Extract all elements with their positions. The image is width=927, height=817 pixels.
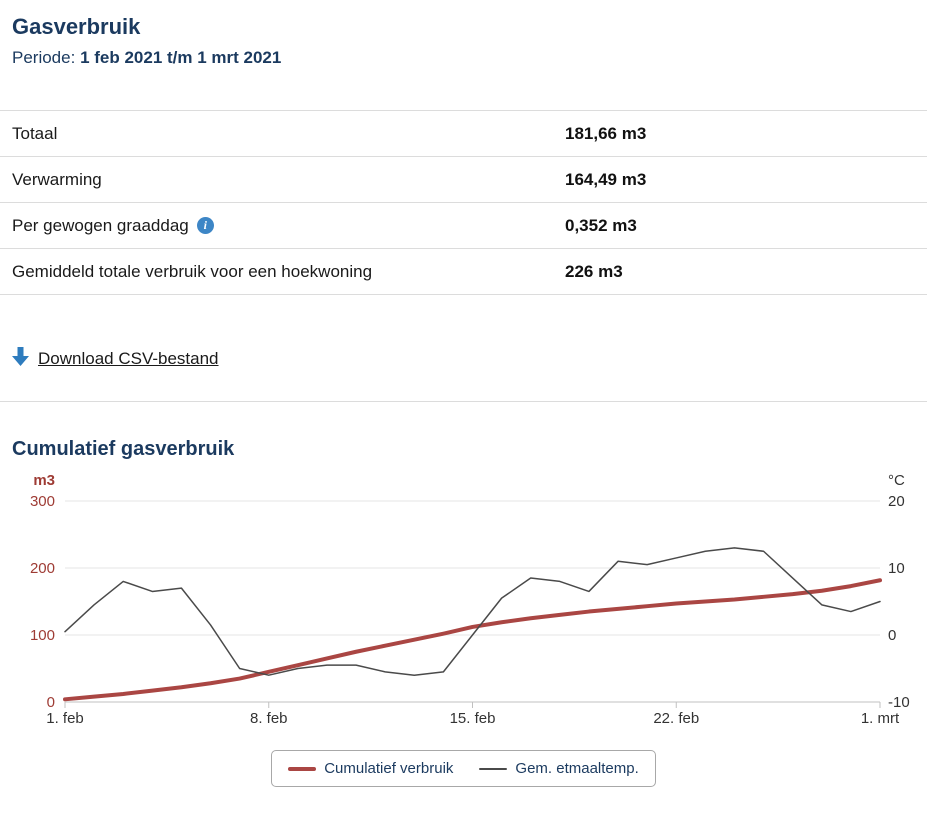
stat-value: 226 m3 xyxy=(565,261,623,281)
table-row: Verwarming 164,49 m3 xyxy=(0,157,927,203)
gas-consumption-chart: 0 100 200 300 -10 0 10 20 1. feb 8. feb 15. feb 22.… xyxy=(30,472,910,727)
stat-label: Totaal xyxy=(0,124,565,144)
svg-text:300: 300 xyxy=(30,493,55,510)
table-row: Per gewogen graaddag i 0,352 m3 xyxy=(0,203,927,249)
chart-legend-container: Cumulatief verbruik Gem. etmaaltemp. xyxy=(0,750,927,799)
stat-value: 0,352 m3 xyxy=(565,215,637,235)
stat-label: Per gewogen graaddag i xyxy=(0,216,565,236)
svg-text:0: 0 xyxy=(888,627,896,644)
download-csv-row: Download CSV-bestand xyxy=(12,347,915,371)
stats-table: Totaal 181,66 m3 Verwarming 164,49 m3 Pe… xyxy=(0,110,927,295)
stat-label-text: Totaal xyxy=(12,123,58,143)
svg-text:m3: m3 xyxy=(33,472,55,489)
svg-text:200: 200 xyxy=(30,560,55,577)
stat-label: Gemiddeld totale verbruik voor een hoekw… xyxy=(0,262,565,282)
svg-text:-10: -10 xyxy=(888,694,910,711)
svg-text:0: 0 xyxy=(47,694,55,711)
svg-text:22. feb: 22. feb xyxy=(653,710,699,727)
legend-line-swatch-gray xyxy=(479,767,508,770)
svg-text:1. mrt: 1. mrt xyxy=(861,710,900,727)
legend-label: Cumulatief verbruik xyxy=(324,760,454,777)
download-csv-link[interactable]: Download CSV-bestand xyxy=(38,349,219,368)
table-row: Totaal 181,66 m3 xyxy=(0,111,927,157)
stat-label-text: Per gewogen graaddag xyxy=(12,215,189,235)
chart-title: Cumulatief gasverbruik xyxy=(12,438,235,460)
gasverbruik-page: Gasverbruik Periode: 1 feb 2021 t/m 1 mr… xyxy=(0,14,927,799)
table-row: Gemiddeld totale verbruik voor een hoekw… xyxy=(0,249,927,295)
period-label: Periode: xyxy=(12,48,76,67)
svg-text:20: 20 xyxy=(888,493,905,510)
legend-item-gem-etmaaltemp[interactable]: Gem. etmaaltemp. xyxy=(479,760,639,777)
section-divider xyxy=(0,401,927,402)
legend-item-cumulatief-verbruik[interactable]: Cumulatief verbruik xyxy=(288,760,453,777)
svg-text:15. feb: 15. feb xyxy=(450,710,496,727)
info-icon[interactable]: i xyxy=(196,217,214,234)
chart-legend: Cumulatief verbruik Gem. etmaaltemp. xyxy=(271,750,656,787)
svg-text:8. feb: 8. feb xyxy=(250,710,288,727)
stat-value: 181,66 m3 xyxy=(565,123,647,143)
svg-text:10: 10 xyxy=(888,560,905,577)
stat-label: Verwarming xyxy=(0,170,565,190)
page-title: Gasverbruik xyxy=(12,14,141,39)
download-arrow-icon xyxy=(12,347,29,371)
period-value: 1 feb 2021 t/m 1 mrt 2021 xyxy=(80,48,282,67)
svg-text:100: 100 xyxy=(30,627,55,644)
period-line: Periode: 1 feb 2021 t/m 1 mrt 2021 xyxy=(12,48,915,68)
svg-text:1. feb: 1. feb xyxy=(46,710,84,727)
stat-label-text: Gemiddeld totale verbruik voor een hoekw… xyxy=(12,261,373,281)
legend-line-swatch-red xyxy=(288,766,317,771)
legend-label: Gem. etmaaltemp. xyxy=(515,760,639,777)
stat-label-text: Verwarming xyxy=(12,169,102,189)
stat-value: 164,49 m3 xyxy=(565,169,647,189)
svg-text:°C: °C xyxy=(888,472,905,489)
